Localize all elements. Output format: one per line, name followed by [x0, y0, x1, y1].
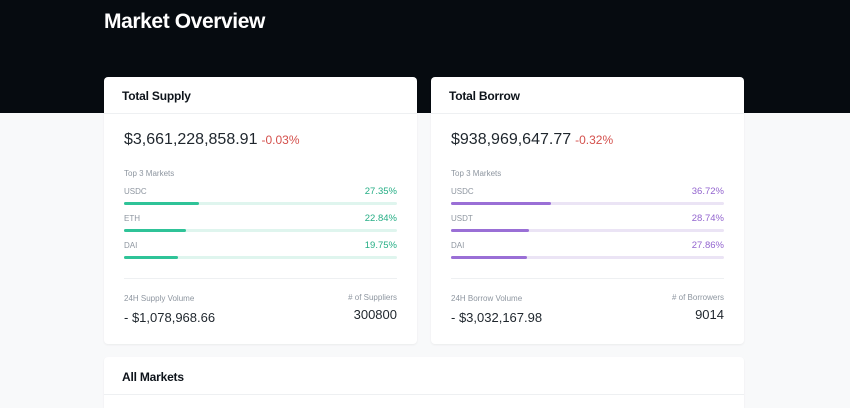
borrowers-count-label: # of Borrowers: [671, 293, 724, 302]
market-percent: 22.84%: [364, 213, 397, 224]
borrow-market-row[interactable]: USDC 36.72%: [451, 186, 724, 213]
divider: [451, 278, 724, 279]
borrow-top-markets-label: Top 3 Markets: [451, 169, 502, 178]
total-supply-title: Total Supply: [104, 77, 417, 114]
total-borrow-card: Total Borrow $938,969,647.77 -0.32% Top 3…: [431, 77, 744, 344]
market-share-fill: [124, 202, 199, 205]
market-name: DAI: [124, 241, 138, 250]
borrow-volume-value: - $3,032,167.98: [451, 310, 543, 325]
total-borrow-value: $938,969,647.77 -0.32%: [451, 131, 613, 149]
market-share-bar: [124, 202, 397, 205]
market-share-bar: [451, 229, 724, 232]
market-percent: 36.72%: [691, 186, 724, 197]
market-share-fill: [451, 202, 552, 205]
all-markets-card: All Markets: [104, 357, 744, 408]
market-percent: 27.86%: [691, 240, 724, 251]
market-share-bar: [124, 256, 397, 259]
market-share-fill: [451, 229, 530, 232]
total-supply-value: $3,661,228,858.91 -0.03%: [124, 131, 300, 149]
market-share-bar: [124, 229, 397, 232]
total-supply-change: -0.03%: [261, 133, 300, 147]
market-share-bar: [451, 256, 724, 259]
market-name: USDC: [451, 187, 474, 196]
supply-market-row[interactable]: DAI 19.75%: [124, 240, 397, 267]
market-percent: 28.74%: [691, 213, 724, 224]
supply-market-row[interactable]: ETH 22.84%: [124, 213, 397, 240]
market-percent: 19.75%: [364, 240, 397, 251]
total-borrow-change: -0.32%: [575, 133, 614, 147]
supply-top-markets-label: Top 3 Markets: [124, 169, 175, 178]
all-markets-title: All Markets: [104, 357, 744, 395]
total-borrow-amount: $938,969,647.77: [451, 131, 572, 148]
market-share-fill: [124, 256, 178, 259]
market-share-fill: [124, 229, 187, 232]
market-share-bar: [451, 202, 724, 205]
suppliers-count-label: # of Suppliers: [348, 293, 397, 302]
market-percent: 27.35%: [364, 186, 397, 197]
market-name: ETH: [124, 214, 140, 223]
market-name: USDC: [124, 187, 147, 196]
supply-volume-label: 24H Supply Volume: [124, 294, 195, 303]
suppliers-count-value: 300800: [353, 307, 397, 322]
market-share-fill: [451, 256, 528, 259]
page-title: Market Overview: [104, 10, 265, 33]
total-supply-card: Total Supply $3,661,228,858.91 -0.03% Top…: [104, 77, 417, 344]
borrow-volume-label: 24H Borrow Volume: [451, 294, 523, 303]
supply-volume-value: - $1,078,968.66: [124, 310, 216, 325]
borrowers-count-value: 9014: [695, 307, 724, 322]
supply-market-row[interactable]: USDC 27.35%: [124, 186, 397, 213]
borrow-market-row[interactable]: USDT 28.74%: [451, 213, 724, 240]
market-name: USDT: [451, 214, 473, 223]
market-name: DAI: [451, 241, 465, 250]
divider: [124, 278, 397, 279]
borrow-market-row[interactable]: DAI 27.86%: [451, 240, 724, 267]
total-supply-amount: $3,661,228,858.91: [124, 131, 258, 148]
total-borrow-title: Total Borrow: [431, 77, 744, 114]
